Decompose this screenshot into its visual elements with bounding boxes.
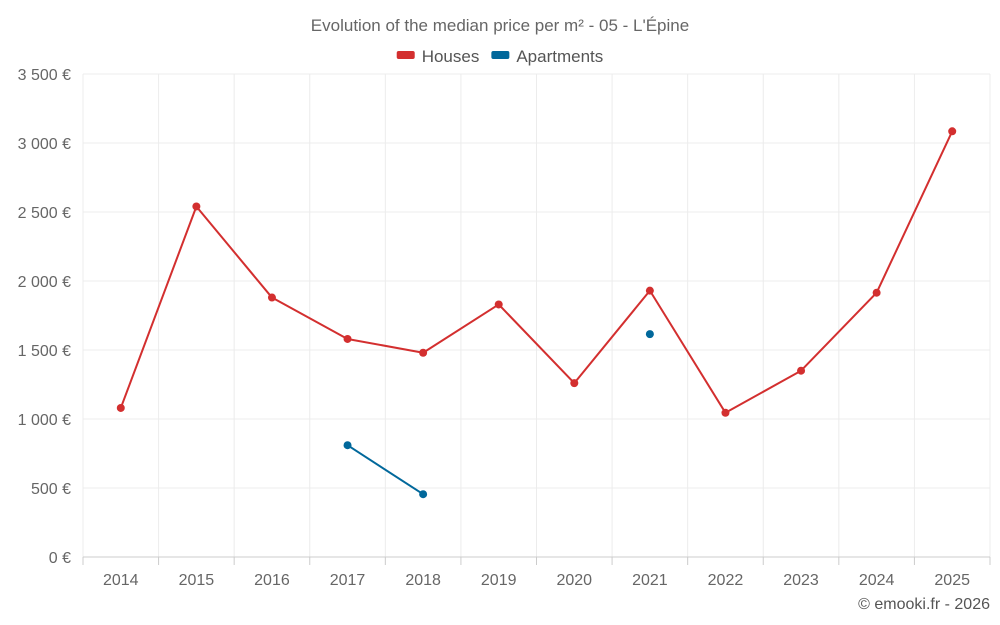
x-gridlines [82,74,991,557]
legend-label-apartments: Apartments [516,47,603,66]
x-tick-label: 2022 [708,572,744,589]
legend-item-apartments: Apartments [491,47,603,66]
x-tick-label: 2014 [103,572,139,589]
data-point-houses [116,403,125,412]
y-tick-label: 1 000 € [18,412,71,429]
data-point-houses [948,127,957,136]
y-tick-label: 500 € [31,481,71,498]
data-point-apartments [419,490,428,499]
x-tick-label: 2023 [783,572,819,589]
legend-label-houses: Houses [422,47,480,66]
legend-swatch-apartments [491,51,510,59]
x-tick-label: 2024 [859,572,895,589]
y-tick-label: 3 500 € [18,67,71,84]
data-point-houses [721,408,730,417]
y-tick-label: 0 € [49,550,71,567]
data-point-houses [494,300,503,309]
series-houses [116,127,957,417]
x-tick-label: 2017 [330,572,366,589]
x-tick-label: 2020 [556,572,592,589]
data-point-apartments [645,330,654,339]
x-tick-label: 2016 [254,572,290,589]
x-tick-labels: 2014 2015 2016 2017 2018 2019 2020 2021 2022 2023… [103,572,970,589]
y-tick-label: 2 500 € [18,205,71,222]
x-tick-label: 2021 [632,572,668,589]
y-gridlines [83,73,990,489]
x-tick-label: 2018 [405,572,441,589]
y-tick-label: 2 000 € [18,274,71,291]
data-point-houses [570,379,579,388]
legend-item-houses: Houses [396,47,480,66]
axes [82,556,991,565]
x-tick-label: 2025 [934,572,970,589]
data-point-houses [645,286,654,295]
legend-swatch-houses [396,51,415,59]
data-point-apartments [343,441,352,450]
y-tick-label: 3 000 € [18,136,71,153]
data-point-houses [419,348,428,357]
series-layer [116,127,957,499]
y-tick-label: 1 500 € [18,343,71,360]
data-point-houses [343,334,352,343]
chart-title: Evolution of the median price per m² - 0… [311,16,689,35]
x-tick-label: 2015 [179,572,215,589]
series-line-houses [119,130,954,414]
series-apartments [343,330,654,499]
y-tick-labels: 0 € 500 € 1 000 € 1 500 € 2 000 € 2 500 € 3 00… [18,67,71,567]
credit-text: © emooki.fr - 2026 [858,596,990,613]
data-point-houses [797,366,806,375]
legend: Houses Apartments [396,47,603,66]
data-point-houses [872,288,881,297]
x-tick-label: 2019 [481,572,517,589]
series-line-apartments [346,444,424,496]
data-point-houses [192,202,201,211]
data-point-houses [267,293,276,302]
